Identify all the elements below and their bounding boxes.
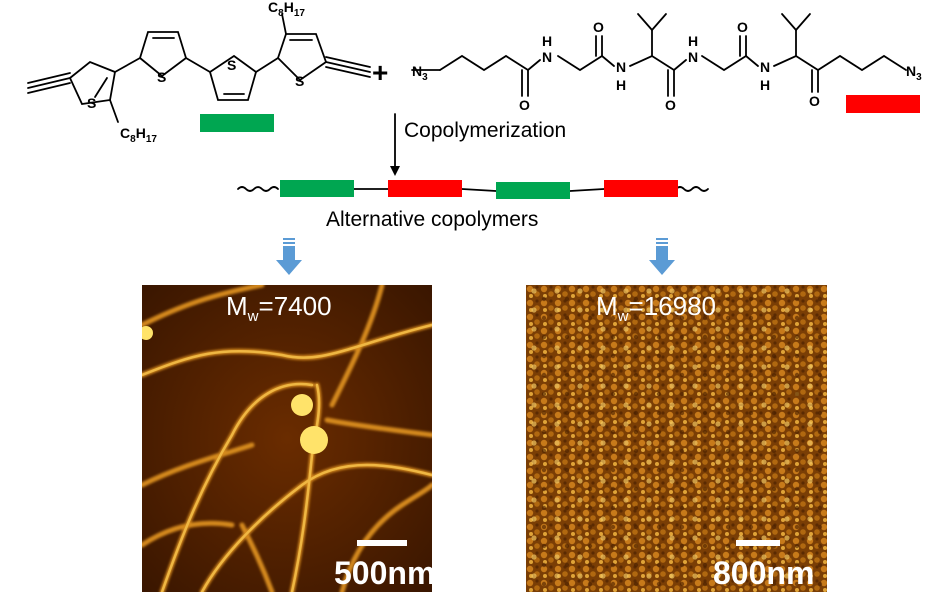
carbonyl-o-2: O [593,19,604,35]
sulfur-atom-1: S [87,95,96,111]
thiophene-ring-3 [209,54,258,101]
amide-h-1: H [542,33,552,49]
down-arrow-left [276,238,302,275]
thiophene-ring-2 [139,31,188,78]
carbonyl-o-4: O [737,19,748,35]
amide-n-4: N [760,59,770,75]
copolymerization-label: Copolymerization [404,119,567,142]
peptide-marker [846,95,920,113]
sulfur-atom-4: S [295,73,304,89]
right-alkyne [325,56,371,78]
carbonyl-o-3: O [665,97,676,113]
copolymer-block-thiophene-1 [280,180,354,197]
mw-label-1: Mw=7400 [226,291,332,326]
afm-image-low-mw: Mw=7400 500nm [142,285,432,592]
aggregate-blob-2 [300,426,328,454]
octyl-chain-bottom: C8H17 [120,125,157,145]
reaction-scheme: S S S S C8H17 C8H17 N3 N3 N H O O N H O … [27,0,922,275]
copolymer-block-peptide-2 [604,180,678,197]
amide-h-3: H [688,33,698,49]
aggregate-blob-1 [291,394,313,416]
reaction-arrow-head [390,166,400,176]
mw-label-2: Mw=16980 [596,291,716,326]
amide-n-1: N [542,49,552,65]
scale-bar-2 [736,540,780,546]
scale-bar-1 [357,540,407,546]
sulfur-atom-2: S [157,69,166,85]
peptide-backbone [411,13,907,97]
left-alkyne [27,72,71,94]
amide-h-2: H [616,77,626,93]
down-arrow-right [649,238,675,275]
thiophene-ring-4 [277,33,328,82]
thiophene-ring-1 [69,60,117,105]
alternative-copolymers-label: Alternative copolymers [326,208,539,231]
octyl-chain-top: C8H17 [268,0,305,19]
copolymer-block-peptide-1 [388,180,462,197]
scale-label-1: 500nm [334,555,432,591]
copolymer-block-thiophene-2 [496,182,570,199]
azide-right: N3 [906,63,922,83]
plus-sign: + [372,57,388,88]
afm-image-high-mw: Mw=16980 800nm [526,285,827,592]
amide-h-4: H [760,77,770,93]
carbonyl-o-1: O [519,97,530,113]
amide-n-3: N [688,49,698,65]
copolymer-chain [237,186,709,192]
azide-left: N3 [412,63,428,83]
scale-label-2: 800nm [713,555,815,591]
sulfur-atom-3: S [227,57,236,73]
carbonyl-o-5: O [809,93,820,109]
thiophene-marker [200,114,274,132]
afm-granular-surface [526,285,827,592]
amide-n-2: N [616,59,626,75]
